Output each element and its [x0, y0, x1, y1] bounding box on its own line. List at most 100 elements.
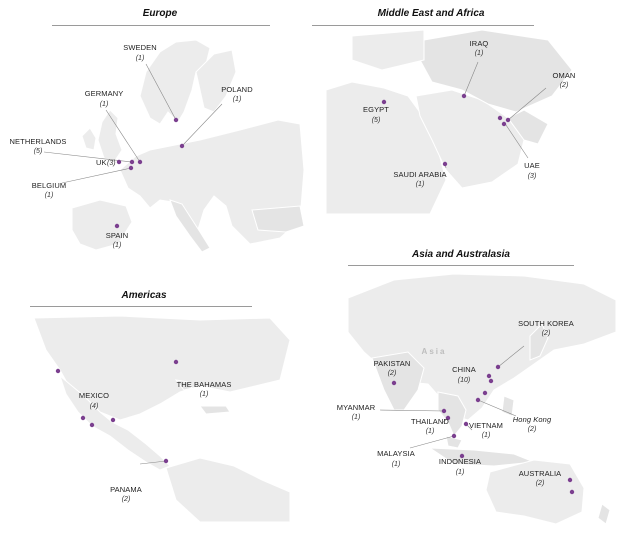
marker-malaysia[interactable]	[451, 433, 457, 439]
marker-uae-2[interactable]	[501, 121, 507, 127]
panel-title-europe: Europe	[142, 8, 178, 19]
marker-uk[interactable]	[116, 159, 122, 165]
marker-australia-2[interactable]	[569, 489, 575, 495]
count-malaysia: (1)	[392, 461, 401, 468]
count-germany: (1)	[100, 101, 109, 108]
map-europe: SWEDEN (1) POLAND (1) GERMANY (1) NETHER…	[10, 39, 305, 253]
label-hong-kong: Hong Kong	[513, 415, 552, 424]
leader-belgium	[61, 167, 132, 184]
label-indonesia: INDONESIA	[439, 457, 481, 466]
count-spain: (1)	[113, 242, 122, 249]
marker-belgium[interactable]	[128, 165, 134, 171]
label-uae: UAE	[524, 161, 540, 170]
count-australia: (2)	[536, 480, 545, 487]
count-sweden: (1)	[136, 55, 145, 62]
marker-hong-kong[interactable]	[475, 397, 481, 403]
label-australia: AUSTRALIA	[519, 469, 562, 478]
marker-south-korea[interactable]	[495, 364, 501, 370]
panel-rule-asia-australasia	[348, 265, 574, 266]
label-china: CHINA	[452, 365, 476, 374]
marker-mexico-1[interactable]	[55, 368, 61, 374]
count-vietnam: (1)	[482, 432, 491, 439]
panel-rule-europe	[52, 25, 270, 26]
label-saudi-arabia: SAUDI ARABIA	[393, 170, 446, 179]
leader-iraq	[463, 61, 479, 97]
label-panama: PANAMA	[110, 485, 142, 494]
marker-sweden[interactable]	[173, 117, 179, 123]
marker-mexico-2[interactable]	[80, 415, 86, 421]
count-panama: (2)	[122, 496, 131, 503]
marker-mexico-4[interactable]	[110, 417, 116, 423]
marker-myanmar[interactable]	[441, 408, 447, 414]
label-oman: OMAN	[553, 71, 576, 80]
marker-egypt[interactable]	[381, 99, 387, 105]
marker-china-3[interactable]	[482, 390, 488, 396]
count-thailand: (1)	[426, 428, 435, 435]
region-label-asia: Asia	[422, 347, 447, 356]
panel-asia-australasia: Asia and Australasia Asia	[334, 240, 624, 546]
leader-malaysia	[409, 435, 455, 449]
count-south-korea: (2)	[542, 330, 551, 337]
marker-saudi[interactable]	[442, 161, 448, 167]
count-china: (10)	[458, 377, 470, 384]
label-uk: UK	[96, 158, 107, 167]
count-belgium: (1)	[45, 192, 54, 199]
marker-thailand[interactable]	[445, 415, 451, 421]
marker-australia-1[interactable]	[567, 477, 573, 483]
marker-poland[interactable]	[179, 143, 185, 149]
leader-myanmar	[379, 409, 445, 412]
label-sweden: SWEDEN	[123, 43, 157, 52]
map-asia-australasia: Asia SOUTH KOREA (2) PAKISTAN (2) CHINA …	[337, 273, 617, 525]
label-iraq: IRAQ	[470, 39, 489, 48]
panel-title-asia-australasia: Asia and Australasia	[411, 249, 510, 260]
leader-poland	[181, 103, 223, 147]
count-uae: (3)	[528, 173, 537, 180]
leader-south-korea	[497, 345, 525, 368]
label-pakistan: PAKISTAN	[374, 359, 411, 368]
count-mexico: (4)	[90, 403, 99, 410]
label-spain: SPAIN	[106, 231, 128, 240]
leader-netherlands	[43, 151, 133, 163]
leader-oman	[507, 87, 547, 121]
marker-vietnam[interactable]	[463, 421, 469, 427]
marker-china-1[interactable]	[486, 373, 492, 379]
panel-title-middle-east-africa: Middle East and Africa	[377, 8, 485, 19]
label-myanmar: MYANMAR	[337, 403, 376, 412]
label-the-bahamas: THE BAHAMAS	[177, 380, 232, 389]
marker-spain[interactable]	[114, 223, 120, 229]
marker-mexico-3[interactable]	[89, 422, 95, 428]
count-myanmar: (1)	[352, 414, 361, 421]
marker-oman[interactable]	[505, 117, 511, 123]
count-oman: (2)	[560, 82, 569, 89]
marker-bahamas[interactable]	[173, 359, 179, 365]
map-americas: MEXICO (4) THE BAHAMAS (1) PANAMA (2)	[33, 315, 291, 523]
marker-indonesia[interactable]	[459, 453, 465, 459]
count-the-bahamas: (1)	[200, 391, 209, 398]
marker-panama[interactable]	[163, 458, 169, 464]
count-iraq: (1)	[475, 50, 484, 57]
marker-uae-1[interactable]	[497, 115, 503, 121]
label-vietnam: VIETNAM	[469, 421, 503, 430]
marker-germany[interactable]	[137, 159, 143, 165]
panel-europe: Europe SWEDEN (1) POLAND (1)	[0, 0, 310, 270]
leader-germany	[105, 109, 141, 163]
leader-uae	[503, 121, 529, 159]
panel-rule-americas	[30, 306, 252, 307]
marker-netherlands[interactable]	[129, 159, 135, 165]
label-mexico: MEXICO	[79, 391, 109, 400]
label-netherlands: NETHERLANDS	[10, 137, 67, 146]
count-netherlands: (5)	[34, 148, 43, 155]
count-uk: (3)	[107, 160, 116, 167]
label-thailand: THAILAND	[411, 417, 449, 426]
label-poland: POLAND	[221, 85, 253, 94]
leader-hong-kong	[477, 399, 517, 417]
marker-pakistan[interactable]	[391, 380, 397, 386]
leader-panama	[139, 460, 167, 465]
label-egypt: EGYPT	[363, 105, 389, 114]
marker-china-2[interactable]	[488, 378, 494, 384]
label-south-korea: SOUTH KOREA	[518, 319, 574, 328]
marker-iraq[interactable]	[461, 93, 467, 99]
panel-rule-middle-east-africa	[312, 25, 534, 26]
label-belgium: BELGIUM	[32, 181, 66, 190]
count-saudi-arabia: (1)	[416, 181, 425, 188]
